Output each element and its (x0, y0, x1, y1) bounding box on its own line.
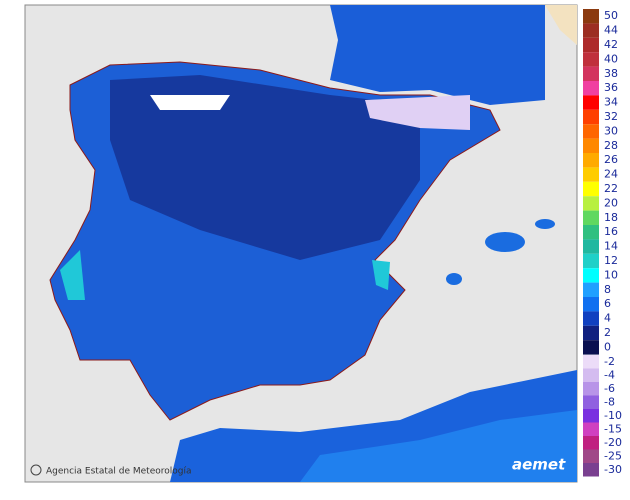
legend-label: -25 (604, 449, 622, 462)
legend-swatch (583, 95, 599, 110)
legend-label: 12 (604, 254, 618, 267)
legend-swatch (583, 268, 599, 283)
legend-swatch (583, 253, 599, 269)
legend-label: 50 (604, 9, 618, 22)
legend-swatch (583, 355, 599, 369)
legend-label: 20 (604, 196, 618, 209)
legend-label: 42 (604, 38, 618, 51)
legend-label: -6 (604, 382, 615, 395)
legend-label: 38 (604, 67, 618, 80)
legend-swatch (583, 422, 599, 436)
legend-label: 44 (604, 24, 618, 37)
legend-swatch (583, 395, 599, 409)
ibiza (446, 273, 462, 285)
coast-warm (60, 250, 85, 300)
legend-label: 18 (604, 211, 618, 224)
interior-cold (110, 75, 420, 260)
legend-swatch (583, 311, 599, 326)
pyrenees-snow (365, 95, 470, 130)
logo: aemet (512, 456, 566, 474)
legend-label: 24 (604, 168, 618, 181)
legend-swatch (583, 37, 599, 53)
credit: Agencia Estatal de Meteorología (46, 467, 192, 477)
legend-label: -30 (604, 463, 622, 476)
legend-label: 10 (604, 268, 618, 281)
legend-label: 22 (604, 182, 618, 195)
legend-label: -15 (604, 422, 622, 435)
legend-swatch (583, 463, 599, 477)
legend-label: 28 (604, 139, 618, 152)
legend-swatch (583, 225, 599, 240)
copyright-icon (30, 464, 42, 476)
legend-label: 26 (604, 153, 618, 166)
legend-label: 16 (604, 225, 618, 238)
legend-swatch (583, 449, 599, 463)
legend-swatch (583, 297, 599, 312)
legend-label: -2 (604, 355, 615, 368)
legend-swatch (583, 282, 599, 297)
legend-swatch (583, 196, 599, 211)
legend-label: 8 (604, 283, 611, 296)
coast-warm (372, 260, 390, 290)
legend-label: 2 (604, 326, 611, 339)
legend-swatch (583, 23, 599, 38)
france (330, 5, 545, 105)
legend-label: -4 (604, 368, 615, 381)
legend-label: 32 (604, 110, 618, 123)
legend-swatch (583, 9, 599, 24)
africa-south (300, 410, 577, 482)
legend-swatch (583, 52, 599, 67)
snow (150, 95, 230, 110)
legend-swatch (583, 436, 599, 450)
mallorca (485, 232, 525, 252)
legend-swatch (583, 239, 599, 254)
legend-swatch (583, 124, 599, 139)
legend-swatch (583, 66, 599, 81)
legend-label: -10 (604, 409, 622, 422)
legend-label: -20 (604, 436, 622, 449)
legend-label: 0 (604, 340, 611, 353)
legend-label: 6 (604, 297, 611, 310)
legend-swatch (583, 81, 599, 96)
legend-label: 30 (604, 124, 618, 137)
legend-swatch (583, 368, 599, 382)
legend-label: 14 (604, 240, 618, 253)
legend-label: 36 (604, 81, 618, 94)
legend-swatch (583, 167, 599, 182)
legend-swatch (583, 382, 599, 396)
legend-swatch (583, 340, 599, 355)
legend-swatch (583, 138, 599, 153)
legend-swatch (583, 210, 599, 225)
legend-swatch (583, 325, 599, 341)
legend-label: -8 (604, 395, 615, 408)
legend-swatch (583, 153, 599, 168)
legend-swatch (583, 409, 599, 423)
legend-label: 40 (604, 52, 618, 65)
legend-swatch (583, 109, 599, 125)
menorca (535, 219, 555, 229)
legend: 5044424038363432302826242220181614121086… (583, 9, 622, 477)
france-inland (545, 5, 577, 45)
legend-swatch (583, 181, 599, 197)
legend-label: 4 (604, 312, 611, 325)
legend-label: 34 (604, 96, 618, 109)
